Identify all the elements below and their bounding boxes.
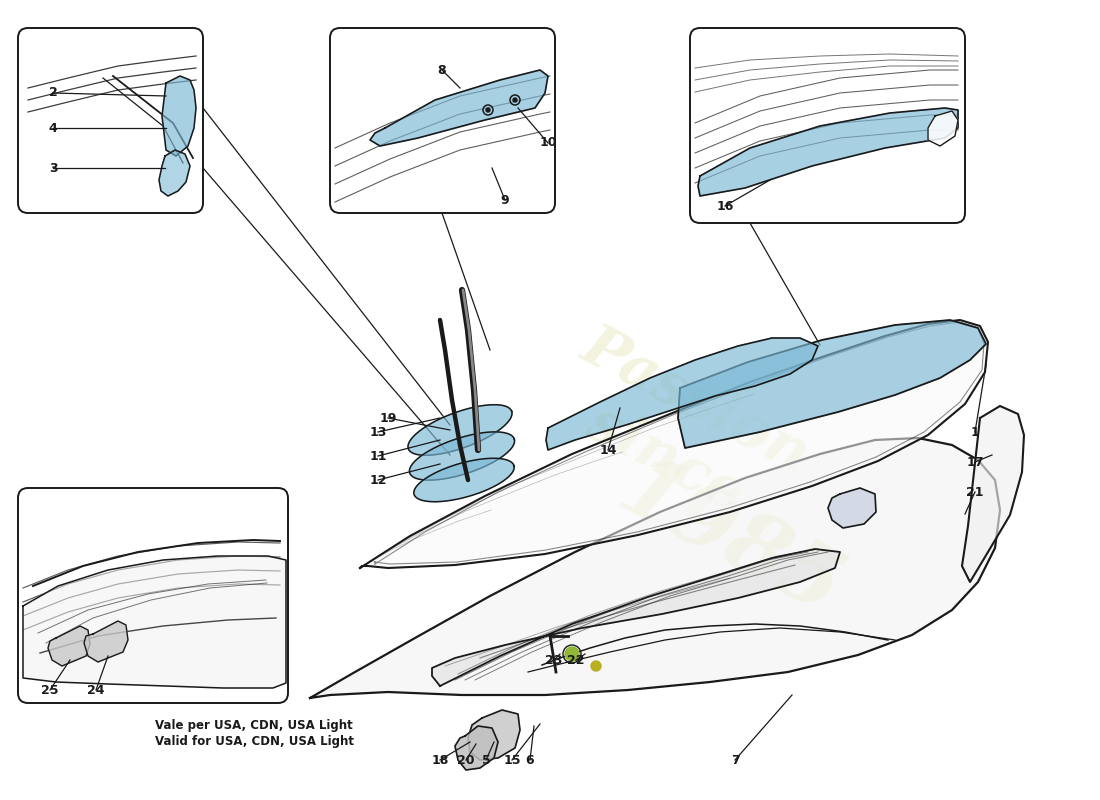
- Polygon shape: [414, 458, 514, 502]
- Text: 3: 3: [48, 162, 57, 174]
- Text: Passion
since: Passion since: [541, 318, 818, 542]
- Text: 18: 18: [431, 754, 449, 766]
- Text: 1: 1: [970, 426, 979, 438]
- Text: 10: 10: [539, 137, 557, 150]
- Circle shape: [565, 647, 579, 661]
- Polygon shape: [828, 488, 876, 528]
- Text: 22: 22: [568, 654, 585, 666]
- Text: 16: 16: [716, 199, 734, 213]
- FancyBboxPatch shape: [18, 28, 203, 213]
- Text: 13: 13: [370, 426, 387, 438]
- FancyBboxPatch shape: [690, 28, 965, 223]
- Polygon shape: [455, 726, 498, 770]
- Text: 5: 5: [482, 754, 491, 766]
- Polygon shape: [84, 621, 128, 662]
- Text: 6: 6: [526, 754, 535, 766]
- Text: 25: 25: [42, 683, 58, 697]
- Polygon shape: [409, 432, 515, 480]
- Text: 21: 21: [966, 486, 983, 498]
- Text: 17: 17: [966, 455, 983, 469]
- Polygon shape: [432, 549, 840, 686]
- Polygon shape: [678, 320, 986, 448]
- Polygon shape: [48, 626, 90, 666]
- Text: 2: 2: [48, 86, 57, 99]
- Text: 7: 7: [730, 754, 739, 766]
- Polygon shape: [310, 438, 1000, 698]
- Text: 19: 19: [379, 411, 397, 425]
- Polygon shape: [160, 150, 190, 196]
- Circle shape: [591, 661, 601, 671]
- Polygon shape: [928, 111, 958, 146]
- FancyBboxPatch shape: [18, 488, 288, 703]
- Polygon shape: [370, 70, 548, 146]
- Polygon shape: [162, 76, 196, 156]
- Polygon shape: [23, 556, 286, 688]
- FancyBboxPatch shape: [330, 28, 556, 213]
- Text: 14: 14: [600, 443, 617, 457]
- Text: Valid for USA, CDN, USA Light: Valid for USA, CDN, USA Light: [155, 735, 354, 749]
- Text: 24: 24: [87, 683, 104, 697]
- Circle shape: [513, 98, 517, 102]
- Text: 4: 4: [48, 122, 57, 134]
- Text: Vale per USA, CDN, USA Light: Vale per USA, CDN, USA Light: [155, 719, 353, 733]
- Text: 1985: 1985: [605, 447, 856, 633]
- Text: 20: 20: [458, 754, 475, 766]
- Text: 12: 12: [370, 474, 387, 486]
- Polygon shape: [360, 320, 988, 568]
- Text: 15: 15: [504, 754, 520, 766]
- Text: 23: 23: [546, 654, 563, 666]
- Text: 11: 11: [370, 450, 387, 462]
- Polygon shape: [468, 710, 520, 760]
- Polygon shape: [962, 406, 1024, 582]
- Text: 9: 9: [500, 194, 509, 206]
- Polygon shape: [698, 108, 958, 196]
- Polygon shape: [546, 338, 818, 450]
- Circle shape: [486, 108, 490, 112]
- Text: 8: 8: [438, 63, 447, 77]
- Polygon shape: [408, 405, 512, 455]
